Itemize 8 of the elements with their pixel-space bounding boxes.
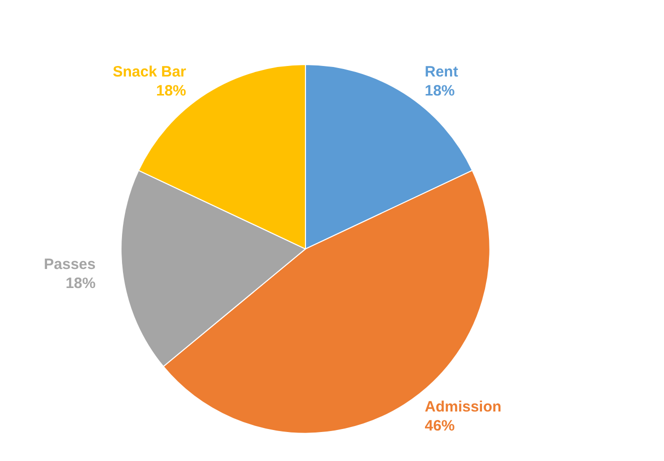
data-label: 46% xyxy=(424,417,455,434)
slice-label: Snack Bar xyxy=(112,63,186,80)
data-label: 18% xyxy=(156,82,186,100)
slice-label: Admission xyxy=(424,398,502,416)
data-label: 18% xyxy=(66,274,96,292)
data-label: 18% xyxy=(424,82,455,100)
slice-label: Rent xyxy=(424,63,458,80)
slice-label: Passes xyxy=(44,256,96,273)
